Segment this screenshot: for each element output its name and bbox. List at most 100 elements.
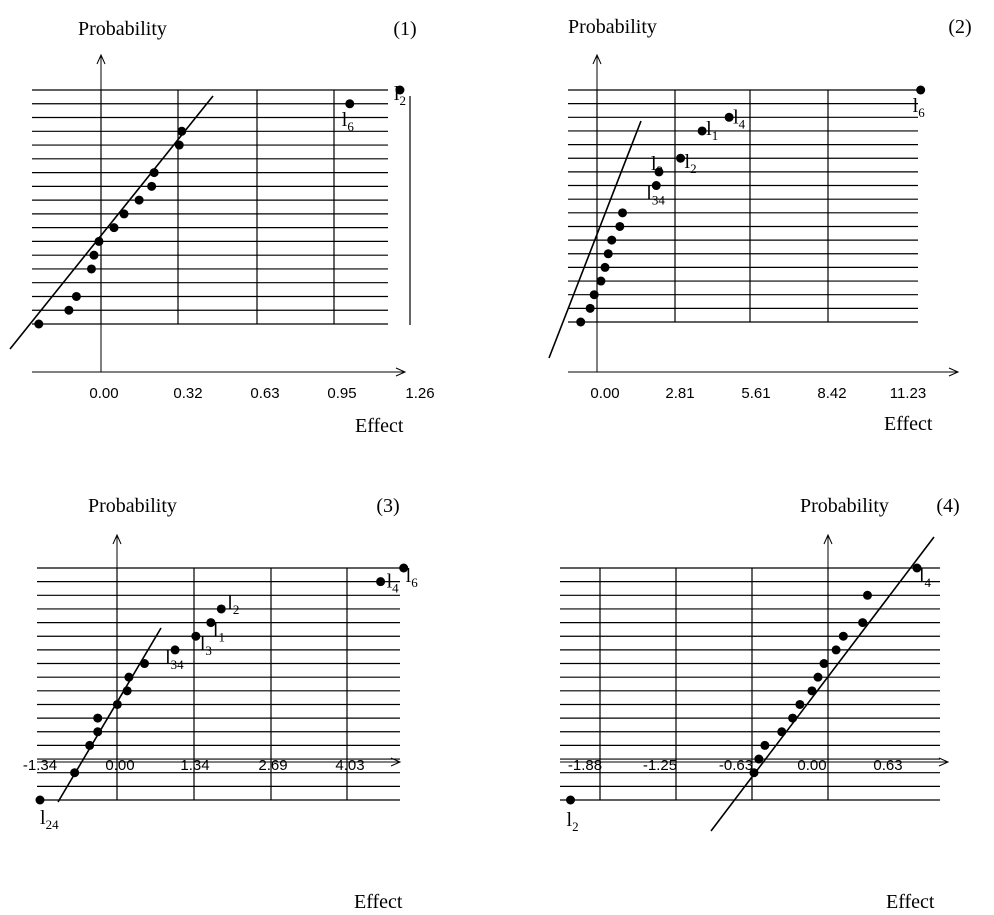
- data-point: [376, 577, 386, 587]
- data-point: [589, 290, 599, 300]
- data-point: [119, 209, 129, 219]
- data-point: [813, 672, 823, 682]
- x-tick-label: 2.69: [258, 757, 287, 774]
- data-point: [795, 699, 805, 709]
- chart-panel-3: -1.34 0.00 1.34 2.69 4.03 Probability (3) Effec…: [23, 495, 418, 913]
- x-tick-label: 0.63: [250, 385, 279, 402]
- panel-number: (2): [948, 16, 971, 38]
- point-label: l2: [685, 151, 697, 176]
- x-axis-title: Effect: [354, 891, 403, 913]
- data-point: [607, 235, 617, 245]
- x-tick-label: -0.63: [719, 757, 753, 774]
- point-label: l4: [387, 571, 400, 596]
- x-axis-arrowhead: [395, 367, 407, 377]
- data-point: [71, 291, 81, 301]
- data-point: [676, 153, 686, 163]
- x-axis-title: Effect: [355, 415, 404, 437]
- data-point: [749, 768, 759, 778]
- data-point: [149, 168, 159, 178]
- x-tick-label: -1.88: [568, 757, 602, 774]
- point-label: l2: [567, 809, 579, 834]
- x-tick-label: 2.81: [665, 385, 694, 402]
- point-label: l6: [913, 95, 926, 120]
- x-tick-label: 0.00: [89, 385, 118, 402]
- y-axis-arrowhead: [96, 53, 106, 65]
- data-point: [345, 99, 355, 109]
- data-point: [94, 236, 104, 246]
- data-point: [93, 713, 103, 723]
- x-tick-label: 0.95: [327, 385, 356, 402]
- data-point: [697, 126, 707, 136]
- x-tick-label: -1.25: [643, 757, 677, 774]
- point-label: l3: [651, 153, 663, 178]
- point-label: l6: [342, 109, 355, 134]
- data-point: [819, 659, 829, 669]
- y-axis-arrowhead: [112, 533, 122, 545]
- data-point: [788, 713, 798, 723]
- y-axis-arrowhead: [592, 53, 602, 65]
- data-point: [654, 167, 664, 177]
- data-point: [206, 618, 216, 628]
- data-point: [89, 250, 99, 260]
- point-label: l24: [40, 807, 59, 832]
- data-point: [177, 126, 187, 136]
- x-axis-arrowhead: [390, 757, 402, 767]
- y-axis-title: Probability: [78, 18, 167, 40]
- reference-line: [548, 120, 642, 359]
- x-tick-label: 0.00: [797, 757, 826, 774]
- x-tick-label: 8.42: [817, 385, 846, 402]
- x-tick-label: 11.23: [890, 385, 926, 402]
- point-label: l4: [733, 106, 746, 131]
- x-tick-label: 1.34: [180, 757, 209, 774]
- data-point: [600, 262, 610, 272]
- data-point: [777, 727, 787, 737]
- y-axis-arrowhead: [823, 533, 833, 545]
- data-point: [147, 181, 157, 191]
- data-point: [912, 563, 922, 573]
- data-point: [170, 645, 180, 655]
- data-points: l2 l4: [566, 563, 932, 834]
- chart-panel-2: 0.00 2.81 5.61 8.42 11.23 Probability (2) Effec…: [548, 16, 972, 435]
- x-axis-arrowhead: [938, 757, 950, 767]
- panel-number: (4): [936, 495, 959, 517]
- x-tick-label: 1.26: [405, 385, 434, 402]
- x-tick-label: 4.03: [335, 757, 364, 774]
- data-point: [64, 305, 74, 315]
- data-point: [139, 659, 149, 669]
- data-point: [395, 85, 405, 95]
- data-point: [862, 590, 872, 600]
- x-tick-label: 0.00: [105, 757, 134, 774]
- data-point: [754, 754, 764, 764]
- data-point: [399, 563, 409, 573]
- y-axis-title: Probability: [568, 16, 657, 38]
- data-point: [35, 795, 45, 805]
- data-point: [134, 195, 144, 205]
- x-tick-label: 0.63: [873, 757, 902, 774]
- data-point: [93, 727, 103, 737]
- data-point: [34, 319, 44, 329]
- point-label: l1: [706, 118, 718, 143]
- data-point: [618, 208, 628, 218]
- data-point: [216, 604, 226, 614]
- data-point: [831, 645, 841, 655]
- data-point: [124, 672, 134, 682]
- data-point: [122, 686, 132, 696]
- point-label: l3: [200, 633, 212, 658]
- reference-line: [710, 536, 935, 832]
- point-label: l6: [406, 565, 419, 590]
- data-point: [838, 631, 848, 641]
- x-tick-label: 0.00: [590, 385, 619, 402]
- point-label: l4: [919, 565, 932, 590]
- data-point: [566, 795, 576, 805]
- data-point: [615, 221, 625, 231]
- x-tick-label: -1.34: [23, 757, 57, 774]
- x-tick-label: 0.32: [173, 385, 202, 402]
- chart-panel-4: -1.88 -1.25 -0.63 0.00 0.63 Probability (4) Eff…: [560, 495, 960, 913]
- data-point: [85, 740, 95, 750]
- horizontal-gridlines: [32, 89, 388, 325]
- data-point: [807, 686, 817, 696]
